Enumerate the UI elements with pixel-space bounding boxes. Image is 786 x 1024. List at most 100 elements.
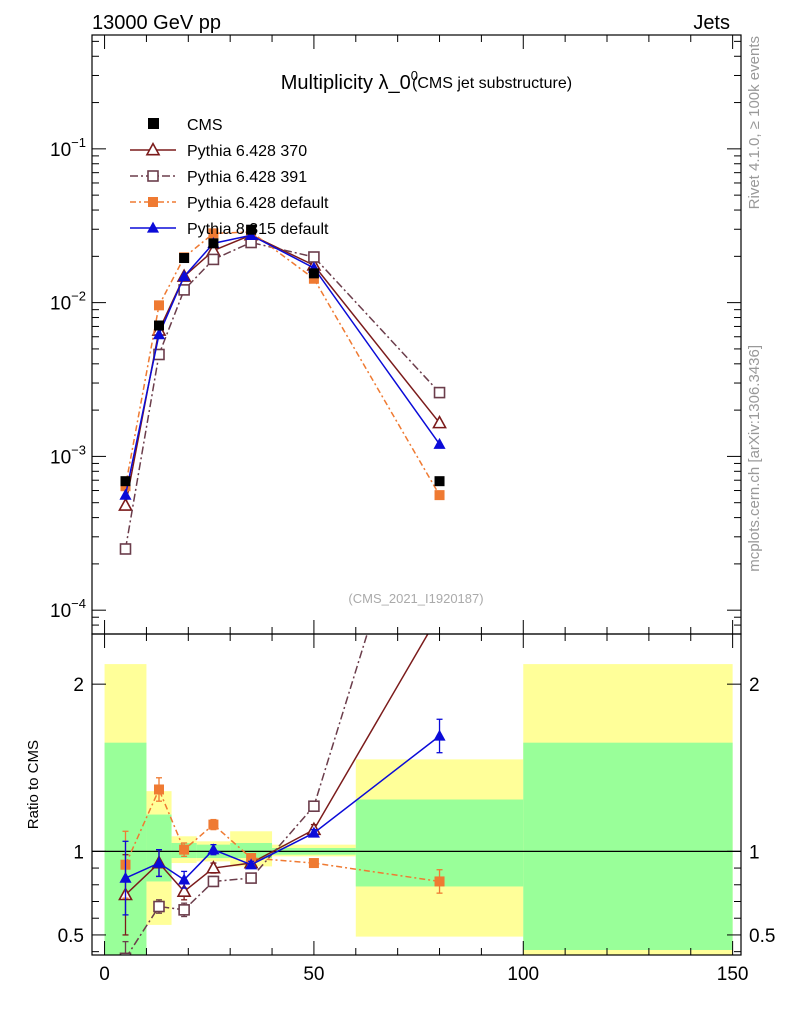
cms-point	[179, 253, 190, 264]
chart-title-superscript: 0	[411, 68, 418, 83]
legend-label: Pythia 6.428 default	[187, 195, 329, 212]
ratio-tick-label: 1	[73, 842, 84, 863]
cms-point	[153, 320, 164, 331]
rivet-label: Rivet 4.1.0, ≥ 100k events	[746, 36, 763, 209]
series-point	[153, 348, 165, 361]
ratio-point	[246, 853, 257, 864]
legend-label: Pythia 6.428 370	[187, 143, 307, 160]
mcplots-label: mcplots.cern.ch [arXiv:1306.3436]	[746, 345, 763, 572]
lower-frame	[91, 633, 742, 956]
ratio-point	[153, 900, 165, 913]
ratio-point	[208, 819, 219, 830]
series-point	[434, 490, 445, 501]
legend-label-cms: CMS	[187, 117, 223, 134]
series-point	[119, 543, 132, 555]
series-point	[207, 253, 220, 266]
x-tick-label: 150	[717, 964, 749, 985]
ratio-tick-label: 1	[749, 842, 760, 863]
y-tick-base: 10	[50, 447, 71, 468]
legend: CMS Pythia 6.428 370 Pythia 6.428 391 Pythi…	[130, 117, 329, 238]
legend-marker	[147, 170, 159, 182]
analysis-tag: (CMS_2021_I1920187)	[348, 591, 483, 606]
ratio-point	[153, 784, 164, 795]
series-point	[120, 481, 131, 492]
y-tick-label: 10−2	[50, 289, 86, 315]
legend-marker	[146, 221, 160, 233]
chart-subtitle: (CMS jet substructure)	[412, 75, 572, 92]
ratio-axis-label: Ratio to CMS	[25, 740, 42, 829]
series-line	[124, 241, 441, 550]
series-point	[118, 497, 133, 511]
series-point	[178, 270, 191, 282]
ratio-point	[245, 858, 258, 870]
energy-label: 13000 GeV pp	[92, 12, 221, 34]
series-point	[153, 300, 164, 311]
series-point	[152, 328, 166, 340]
x-tick-label: 0	[99, 964, 110, 985]
ratio-point	[176, 883, 192, 897]
cms-point	[120, 476, 131, 487]
y-tick-base: 10	[50, 601, 71, 622]
cms-point	[208, 238, 219, 249]
series-point	[432, 414, 447, 429]
legend-label: Pythia 6.428 391	[187, 169, 307, 186]
ratio-point	[307, 826, 320, 838]
series-layer	[118, 224, 633, 955]
ratio-point	[207, 875, 220, 888]
lower-series	[118, 608, 446, 955]
process-label: Jets	[693, 12, 730, 34]
chart-title-main: Multiplicity λ_0	[281, 72, 411, 94]
ratio-point	[152, 856, 166, 868]
ratio-point	[179, 844, 190, 855]
ratio-point	[207, 843, 220, 855]
ratio-point	[119, 871, 132, 883]
legend-marker-cms	[148, 118, 159, 129]
series-line	[124, 234, 441, 506]
y-tick-label: 10−1	[50, 135, 86, 161]
ratio-point	[245, 872, 257, 884]
ratio-point	[433, 729, 446, 741]
series-point	[308, 273, 319, 284]
series-point	[433, 437, 446, 449]
ratio-tick-label: 0.5	[58, 926, 84, 947]
band-inner	[523, 742, 733, 950]
frames	[91, 34, 742, 956]
y-tick-exponent: −1	[71, 135, 86, 150]
series-point	[308, 251, 320, 263]
y-tick-exponent: −3	[71, 442, 86, 457]
series-point	[119, 488, 132, 500]
ratio-tick-label: 0.5	[749, 926, 775, 947]
legend-marker	[145, 142, 161, 156]
y-tick-base: 10	[50, 140, 71, 161]
band-inner	[230, 842, 273, 859]
ratio-point	[308, 800, 320, 813]
ratio-tick-label: 2	[749, 675, 760, 696]
ratio-point	[434, 876, 445, 887]
series-point	[433, 386, 446, 399]
cms-point	[308, 268, 319, 279]
ratio-point	[433, 608, 445, 619]
ratio-point	[206, 860, 221, 874]
chart-title: Multiplicity λ_00	[281, 68, 418, 94]
y-tick-exponent: −4	[71, 596, 86, 611]
cms-point	[623, 637, 633, 647]
ratio-point	[308, 858, 319, 869]
series-point	[208, 228, 219, 239]
ratio-point	[178, 904, 190, 916]
ratio-tick-label: 2	[73, 675, 84, 696]
ratio-point	[178, 873, 191, 885]
y-tick-label: 10−4	[50, 596, 86, 622]
legend-marker	[148, 197, 158, 207]
y-tick-base: 10	[50, 294, 71, 315]
y-tick-label: 10−3	[50, 442, 86, 468]
cms-point	[246, 224, 257, 235]
ratio-point	[119, 952, 132, 955]
upper-series	[118, 224, 633, 647]
cms-point	[434, 476, 445, 487]
x-tick-label: 50	[303, 964, 324, 985]
x-tick-label: 100	[507, 964, 539, 985]
y-tick-exponent: −2	[71, 289, 86, 304]
legend-label: Pythia 8.315 default	[187, 221, 329, 238]
